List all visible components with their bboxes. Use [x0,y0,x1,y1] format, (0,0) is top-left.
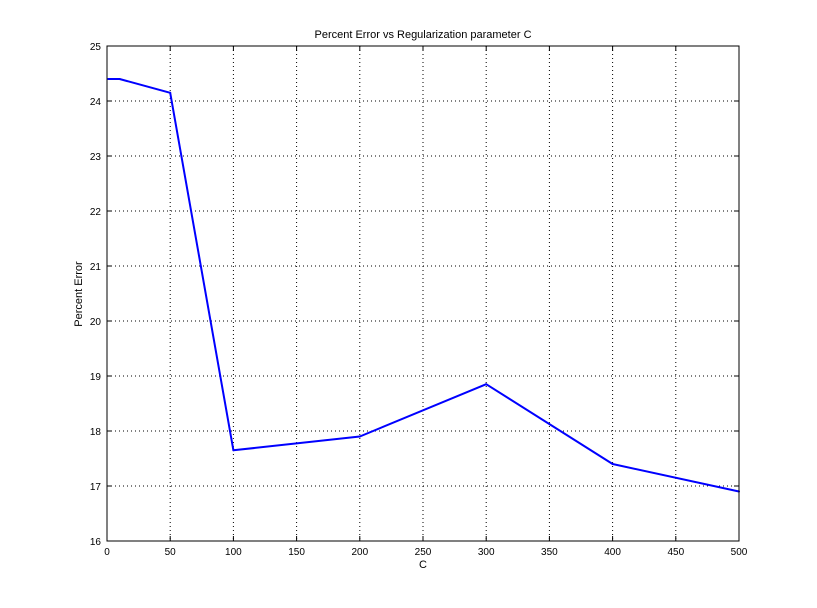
x-tick-label: 0 [104,547,110,558]
grid [107,46,739,541]
data-point [485,383,488,386]
series-layer [107,78,740,493]
data-point [107,78,110,80]
x-axis-label: C [419,559,427,571]
data-point [118,78,121,80]
y-tick-label: 17 [90,482,102,493]
y-tick-label: 24 [90,97,102,108]
series-line [108,78,740,493]
x-tick-label: 300 [478,547,495,558]
y-tick-label: 22 [90,207,102,218]
data-point [232,449,235,452]
y-axis-label: Percent Error [73,261,85,327]
y-tick-label: 18 [90,427,102,438]
x-tick-label: 150 [288,547,305,558]
x-tick-label: 350 [541,547,558,558]
x-tick-label: 500 [731,547,748,558]
data-point [169,91,172,94]
y-tick-label: 21 [90,262,102,273]
x-tick-label: 100 [225,547,242,558]
x-tick-label: 400 [604,547,621,558]
data-point [358,435,361,438]
x-tick-label: 450 [667,547,684,558]
y-tick-label: 25 [90,42,102,53]
y-tick-label: 23 [90,152,102,163]
y-axis: 16 17 18 19 20 21 22 23 24 25 [90,42,739,548]
y-tick-label: 19 [90,372,102,383]
data-point [611,463,614,465]
x-axis: 0 50 100 150 200 250 300 350 400 450 500 [104,46,748,558]
x-tick-label: 250 [415,547,432,558]
y-tick-label: 20 [90,317,102,328]
chart-title: Percent Error vs Regularization paramete… [314,29,531,41]
y-tick-label: 16 [90,537,102,548]
x-tick-label: 200 [351,547,368,558]
x-tick-label: 50 [165,547,177,558]
